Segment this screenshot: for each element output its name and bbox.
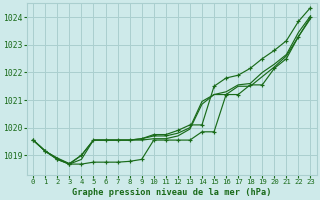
X-axis label: Graphe pression niveau de la mer (hPa): Graphe pression niveau de la mer (hPa) — [72, 188, 272, 197]
